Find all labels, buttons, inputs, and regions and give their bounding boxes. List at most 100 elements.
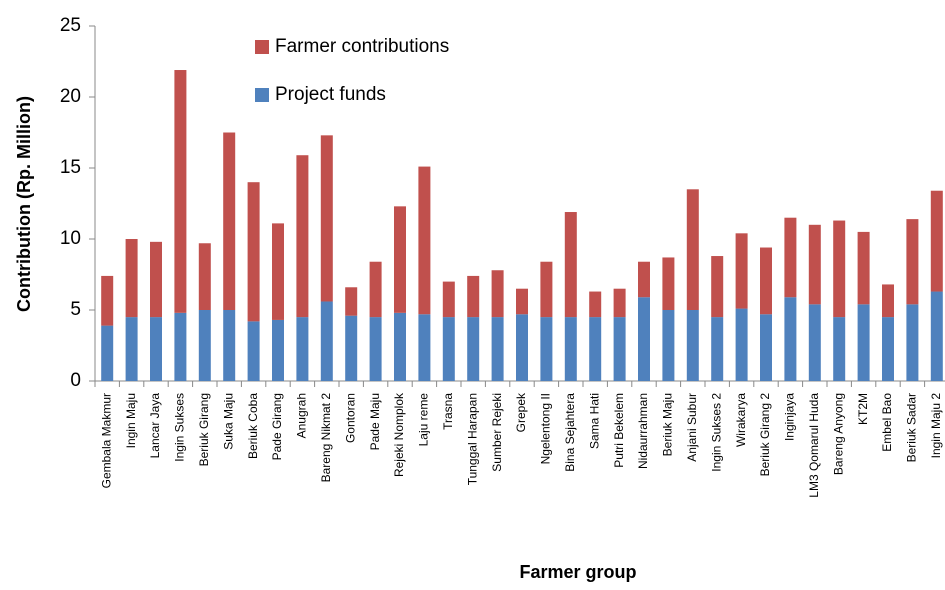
bar-segment <box>467 317 480 381</box>
x-tick-label: Bina Sejahtera <box>563 393 577 472</box>
x-tick-label: Ngelentong II <box>539 393 553 464</box>
bar-segment <box>491 270 504 318</box>
legend-swatch <box>255 88 269 102</box>
y-tick-label: 5 <box>70 299 81 320</box>
bar-segment <box>467 275 480 318</box>
bar-segment <box>223 310 236 381</box>
bar-segment <box>516 314 528 381</box>
y-tick-label: 15 <box>60 157 81 178</box>
x-tick-label: Laju reme <box>417 393 431 447</box>
bar-segment <box>101 325 114 381</box>
bar-segment <box>174 312 187 381</box>
x-tick-label: Tunggal Harapan <box>465 393 479 485</box>
bar-segment <box>930 291 943 381</box>
bar-segment <box>613 288 626 318</box>
x-tick-label: Trasna <box>441 393 455 430</box>
x-tick-label: Beriuk Girang <box>197 393 211 466</box>
x-tick-label: Gembala Makmur <box>99 393 113 488</box>
y-tick-label: 20 <box>60 86 81 107</box>
bar-segment <box>442 281 455 318</box>
bar-segment <box>686 189 699 310</box>
x-tick-label: Beriuk Coba <box>246 393 260 459</box>
bar-segment <box>418 166 431 315</box>
bar-segment <box>857 304 870 381</box>
bar-segment <box>345 287 358 316</box>
legend-label: Project funds <box>275 84 386 105</box>
bar-segment <box>223 132 236 310</box>
x-tick-label: Beriuk Girang 2 <box>758 393 772 477</box>
bar-segment <box>760 314 772 381</box>
x-tick-label: Anjani Subur <box>685 393 699 462</box>
x-tick-label: Suka Maju <box>221 393 235 450</box>
bar-segment <box>296 155 309 318</box>
bar-segment <box>125 239 138 318</box>
bar-segment <box>247 182 260 322</box>
x-tick-label: Wirakarya <box>734 393 748 447</box>
x-tick-label: Ingin Maju 2 <box>929 393 943 459</box>
x-tick-label: Nidaurrahman <box>636 393 650 469</box>
bar-segment <box>711 317 724 381</box>
bar-segment <box>540 317 553 381</box>
bar-segment <box>882 284 894 318</box>
bar-segment <box>174 70 187 313</box>
bar-segment <box>882 317 894 381</box>
bar-segment <box>589 317 602 381</box>
bar-segment <box>613 317 626 381</box>
bar-segment <box>760 247 772 315</box>
x-tick-label: Beriuk Sadar <box>905 393 919 462</box>
x-tick-label: Gontoran <box>343 393 357 443</box>
bar-segment <box>320 135 333 302</box>
x-tick-label: KT2M <box>856 393 870 425</box>
bar-segment <box>394 312 406 381</box>
y-tick-label: 0 <box>70 370 81 391</box>
bar-segment <box>833 220 846 318</box>
bar-segment <box>150 317 162 381</box>
bar-segment <box>540 261 553 318</box>
bar-segment <box>296 317 309 381</box>
bar-segment <box>345 315 358 381</box>
bar-segment <box>735 308 748 381</box>
x-tick-label: Ingin Sukses 2 <box>709 393 723 472</box>
bar-segment <box>906 304 919 381</box>
bar-segment <box>418 314 431 381</box>
x-tick-label: Sumber Rejeki <box>490 393 504 472</box>
x-tick-label: Lancar Jaya <box>148 393 162 459</box>
y-tick-label: 25 <box>60 15 81 36</box>
y-axis-title: Contribution (Rp. Million) <box>14 96 34 312</box>
legend-label: Farmer contributions <box>275 36 449 57</box>
bar-segment <box>711 256 724 318</box>
bar-segment <box>808 304 821 381</box>
bar-segment <box>662 257 675 310</box>
x-tick-label: Grepek <box>514 392 528 432</box>
bar-segment <box>369 261 382 318</box>
bar-segment <box>857 231 870 305</box>
x-tick-label: Rejeki Nomplok <box>392 392 406 477</box>
legend-swatch <box>255 40 269 54</box>
bar-segment <box>272 223 284 320</box>
x-tick-label: Inginjaya <box>783 393 797 441</box>
bar-segment <box>930 190 943 292</box>
x-tick-label: Sama Hati <box>587 393 601 449</box>
bar-segment <box>735 233 748 309</box>
bar-segment <box>491 317 504 381</box>
bar-segment <box>662 310 675 381</box>
x-tick-label: Embel Bao <box>880 393 894 452</box>
x-tick-label: Bareng Anyong <box>831 393 845 475</box>
x-tick-label: Putri Bekelem <box>612 393 626 468</box>
bar-segment <box>516 288 528 315</box>
x-tick-label: Ingin Sukses <box>173 393 187 462</box>
bar-segment <box>784 297 797 381</box>
bar-segment <box>686 310 699 381</box>
x-tick-label: Beriuk Maju <box>661 393 675 456</box>
bar-segment <box>394 206 406 313</box>
bar-segment <box>808 224 821 305</box>
bar-segment <box>442 317 455 381</box>
x-tick-label: Ingin Maju <box>124 393 138 448</box>
bar-segment <box>101 275 114 326</box>
bar-segment <box>320 301 333 381</box>
x-axis-title: Farmer group <box>519 562 636 582</box>
bar-segment <box>564 317 577 381</box>
bar-segment <box>638 297 650 381</box>
x-tick-label: Bareng Nikmat 2 <box>319 393 333 483</box>
